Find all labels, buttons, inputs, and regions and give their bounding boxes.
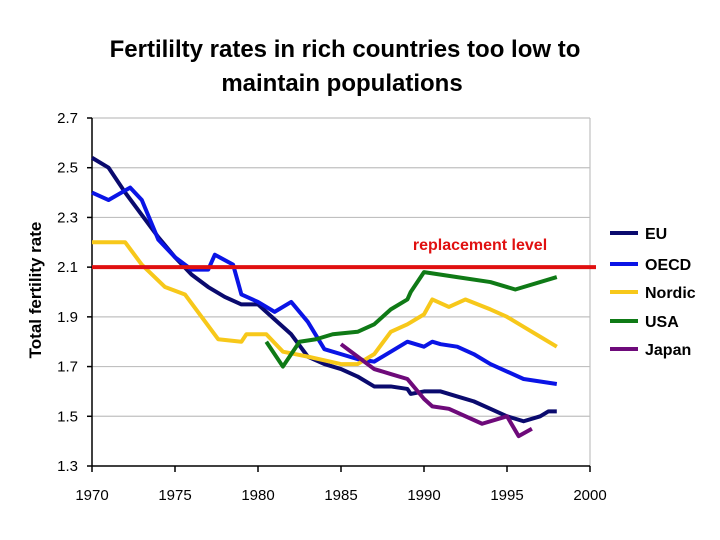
legend-label-usa: USA xyxy=(645,314,679,331)
y-tick-label: 2.5 xyxy=(57,160,78,177)
y-tick-label: 2.3 xyxy=(57,209,78,226)
legend-label-nordic: Nordic xyxy=(645,285,696,302)
x-tick-label: 1975 xyxy=(158,487,191,504)
legend: EU OECD Nordic USA Japan xyxy=(610,226,696,359)
series-line-eu xyxy=(90,156,557,424)
series-line-oecd xyxy=(91,185,558,386)
x-tick-label: 1980 xyxy=(241,487,274,504)
x-tick-label: 2000 xyxy=(573,487,606,504)
y-tick-label: 1.5 xyxy=(57,408,78,425)
chart-title-line-2: maintain populations xyxy=(221,70,462,97)
y-tick-label: 1.9 xyxy=(57,309,78,326)
x-tick-label: 1985 xyxy=(324,487,357,504)
x-tick-label: 1995 xyxy=(490,487,523,504)
legend-label-oecd: OECD xyxy=(645,257,691,274)
y-tick-label: 1.3 xyxy=(57,458,78,475)
legend-label-eu: EU xyxy=(645,226,667,243)
y-axis-label: Total fertility rate xyxy=(26,222,45,359)
replacement-level-label: replacement level xyxy=(413,237,547,254)
y-tick-label: 2.1 xyxy=(57,259,78,276)
series-line-nordic xyxy=(92,240,558,367)
series-line-japan xyxy=(339,342,533,439)
y-tick-label: 2.7 xyxy=(57,110,78,127)
legend-label-japan: Japan xyxy=(645,342,691,359)
series-line-usa xyxy=(264,270,558,369)
plot-area: 1.3 1.5 1.7 1.9 2.1 2.3 2.5 2.7 1970 1975 1980 1985… xyxy=(57,110,607,504)
x-tick-label: 1990 xyxy=(407,487,440,504)
y-tick-label: 1.7 xyxy=(57,359,78,376)
chart-title-line-1: Fertililty rates in rich countries too l… xyxy=(110,36,581,63)
x-tick-label: 1970 xyxy=(75,487,108,504)
